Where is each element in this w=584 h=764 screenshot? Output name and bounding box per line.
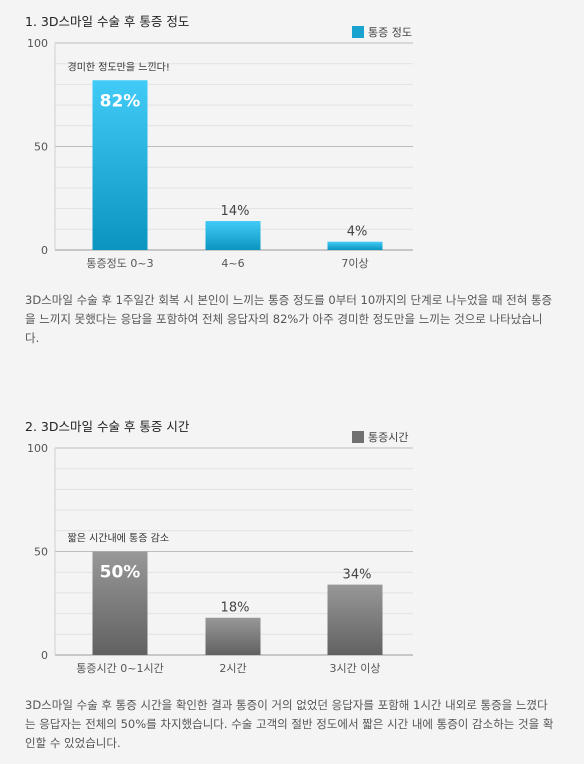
- x-tick-label: 2시간: [219, 662, 246, 675]
- bar: [327, 584, 383, 655]
- x-tick-label: 4~6: [221, 257, 244, 270]
- chart-description: 3D스마일 수술 후 1주일간 회복 시 본인이 느끼는 통증 정도를 0부터 …: [25, 293, 553, 345]
- y-tick-label: 0: [41, 244, 48, 257]
- x-tick-label: 통증정도 0~3: [86, 257, 153, 270]
- bar-chart-pain-level: 0 50 100 82% 통증정도 0~3 14% 4~6 4% 7이상 경미한 정도만을 느낀다…: [27, 37, 413, 270]
- legend-swatch: [352, 26, 364, 38]
- legend-swatch: [352, 431, 364, 443]
- legend-label: 통증 정도: [368, 26, 412, 39]
- bar: [327, 241, 383, 250]
- x-tick-label: 통증시간 0~1시간: [76, 662, 163, 675]
- x-tick-label: 3시간 이상: [330, 662, 381, 675]
- bar: [205, 617, 261, 655]
- bar: [92, 551, 148, 655]
- chart-section-pain-duration: 2. 3D스마일 수술 후 통증 시간 통증시간 0 50 100 50% 통증시간 0…: [0, 405, 584, 764]
- bar: [92, 80, 148, 250]
- legend-label: 통증시간: [368, 431, 409, 444]
- y-tick-label: 100: [27, 442, 48, 455]
- y-tick-label: 50: [34, 141, 48, 154]
- chart-description: 3D스마일 수술 후 통증 시간을 확인한 결과 통증이 거의 없었던 응답자를…: [25, 698, 554, 750]
- bar-value-label: 82%: [100, 91, 141, 111]
- chart-section-pain-level: 1. 3D스마일 수술 후 통증 정도 통증 정도 0 50 100 82% 통증정도 …: [0, 0, 584, 360]
- bar-value-label: 34%: [343, 568, 372, 583]
- chart-title: 1. 3D스마일 수술 후 통증 정도: [25, 14, 190, 29]
- bar-value-label: 18%: [221, 601, 250, 616]
- bar-value-label: 50%: [100, 563, 141, 583]
- bar-chart-pain-duration: 0 50 100 50% 통증시간 0~1시간 18% 2시간 34% 3시간 이상 짧은 시간내…: [27, 442, 413, 675]
- chart-legend: 통증시간: [352, 429, 408, 445]
- bar: [205, 221, 261, 250]
- y-tick-label: 50: [34, 546, 48, 559]
- bar-annotation: 경미한 정도만을 느낀다!: [68, 60, 170, 73]
- y-tick-label: 100: [27, 37, 48, 50]
- x-tick-label: 7이상: [341, 257, 368, 270]
- bar-value-label: 4%: [347, 225, 368, 240]
- chart-title: 2. 3D스마일 수술 후 통증 시간: [25, 419, 190, 434]
- y-tick-label: 0: [41, 649, 48, 662]
- chart-legend: 통증 정도: [352, 24, 412, 40]
- bar-value-label: 14%: [221, 204, 250, 219]
- bar-annotation: 짧은 시간내에 통증 감소: [68, 533, 170, 545]
